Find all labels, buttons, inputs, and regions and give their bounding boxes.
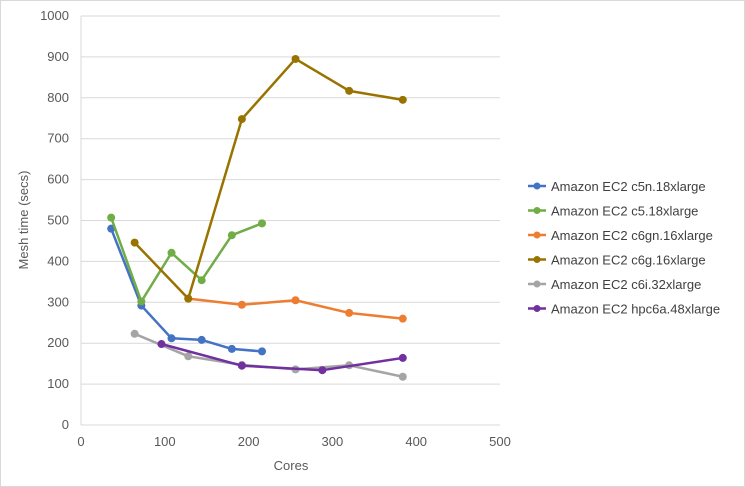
- x-tick-label: 500: [489, 434, 511, 449]
- data-point: [184, 352, 193, 361]
- legend-marker: [533, 182, 541, 190]
- data-point: [107, 213, 116, 222]
- legend-marker: [533, 207, 541, 214]
- data-point: [345, 308, 354, 317]
- y-tick-label: 1000: [40, 8, 69, 23]
- data-point: [398, 314, 407, 323]
- legend-marker: [533, 305, 541, 312]
- legend-entry: Amazon EC2 c5.18xlarge: [551, 204, 698, 219]
- data-point: [167, 334, 176, 343]
- data-point: [345, 86, 354, 95]
- data-point: [184, 294, 193, 303]
- legend-entry: Amazon EC2 hpc6a.48xlarge: [551, 302, 720, 317]
- y-tick-label: 400: [47, 253, 69, 268]
- legend-entry: Amazon EC2 c6i.32xlarge: [551, 277, 701, 292]
- y-tick-label: 0: [62, 417, 69, 432]
- x-tick-label: 300: [322, 434, 344, 449]
- data-point: [318, 366, 327, 375]
- data-point: [197, 276, 206, 285]
- data-point: [167, 248, 176, 257]
- x-tick-label: 400: [405, 434, 427, 449]
- data-point: [398, 372, 407, 381]
- data-point: [157, 340, 166, 349]
- legend-entry: Amazon EC2 c5n.18xlarge: [551, 179, 706, 194]
- legend-marker: [533, 256, 541, 263]
- series-line: [109, 217, 263, 303]
- x-tick-label: 200: [238, 434, 260, 449]
- x-tick-label: 0: [77, 434, 84, 449]
- data-point: [291, 54, 300, 63]
- data-point: [258, 347, 267, 356]
- data-point: [398, 353, 407, 362]
- y-tick-label: 300: [47, 294, 69, 309]
- data-point: [130, 238, 139, 247]
- legend-marker: [533, 280, 541, 288]
- data-point: [227, 344, 236, 353]
- y-tick-label: 500: [47, 213, 69, 228]
- y-tick-label: 600: [47, 172, 69, 187]
- y-tick-label: 700: [47, 131, 69, 146]
- legend-entry: Amazon EC2 c6g.16xlarge: [551, 253, 706, 268]
- series-line: [161, 342, 403, 372]
- data-point: [227, 231, 236, 240]
- data-point: [237, 115, 246, 124]
- y-tick-label: 200: [47, 335, 69, 350]
- y-axis-label: Mesh time (secs): [16, 171, 31, 270]
- series-line: [110, 228, 263, 353]
- data-point: [291, 296, 300, 305]
- data-point: [130, 329, 139, 338]
- data-point: [237, 300, 246, 309]
- x-tick-label: 100: [154, 434, 176, 449]
- data-point: [197, 335, 206, 344]
- x-axis-label: Cores: [274, 458, 309, 473]
- data-point: [237, 361, 246, 370]
- y-tick-label: 900: [47, 49, 69, 64]
- data-point: [398, 95, 407, 104]
- y-tick-label: 800: [47, 90, 69, 105]
- series-line: [133, 57, 403, 300]
- data-point: [137, 297, 146, 306]
- legend-marker: [533, 231, 541, 239]
- y-tick-label: 100: [47, 376, 69, 391]
- legend-entry: Amazon EC2 c6gn.16xlarge: [551, 228, 713, 243]
- data-point: [258, 219, 267, 228]
